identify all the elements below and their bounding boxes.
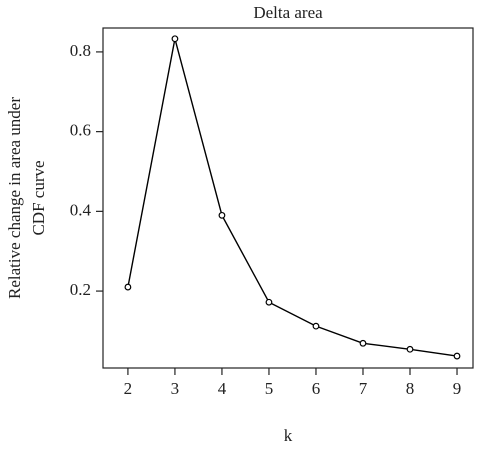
point bbox=[359, 339, 367, 347]
y-axis-label-line: Relative change in area under bbox=[5, 97, 24, 299]
point bbox=[312, 322, 320, 330]
point bbox=[124, 283, 132, 291]
y-tick-label: 0.6 bbox=[70, 121, 91, 140]
x-axis-label: k bbox=[284, 426, 293, 445]
y-axis-label-line: CDF curve bbox=[29, 160, 48, 235]
x-tick-label: 2 bbox=[124, 379, 133, 398]
x-tick-label: 7 bbox=[359, 379, 368, 398]
x-tick-label: 6 bbox=[312, 379, 321, 398]
y-tick-label: 0.2 bbox=[70, 280, 91, 299]
point bbox=[406, 345, 414, 353]
point bbox=[453, 352, 461, 360]
y-tick-label: 0.4 bbox=[70, 200, 92, 219]
y-axis-label: Relative change in area under CDF curve bbox=[5, 97, 48, 299]
point bbox=[265, 298, 273, 306]
x-tick-label: 3 bbox=[171, 379, 180, 398]
x-tick-label: 9 bbox=[453, 379, 462, 398]
point bbox=[218, 211, 226, 219]
series-line bbox=[127, 38, 458, 357]
x-tick-label: 8 bbox=[406, 379, 415, 398]
y-tick-label: 0.8 bbox=[70, 41, 91, 60]
point bbox=[171, 35, 179, 43]
x-tick-label: 5 bbox=[265, 379, 274, 398]
x-tick-label: 4 bbox=[218, 379, 227, 398]
chart-title: Delta area bbox=[253, 3, 323, 22]
plot-frame bbox=[102, 27, 474, 369]
